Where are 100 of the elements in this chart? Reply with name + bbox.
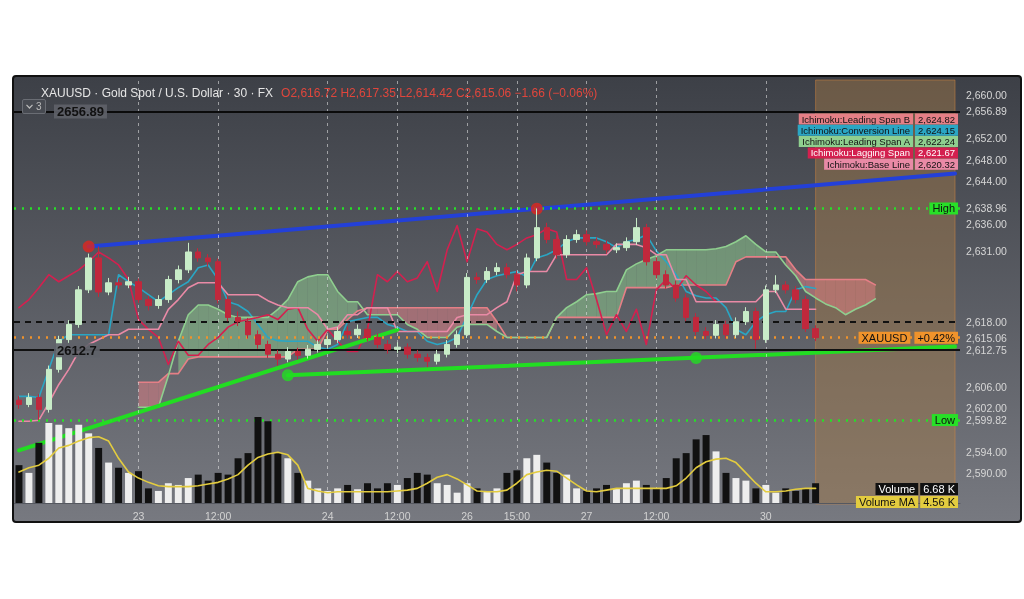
candlestick	[354, 323, 361, 339]
candlestick	[115, 277, 122, 290]
bar	[194, 474, 202, 503]
candlestick	[514, 270, 520, 292]
bar	[712, 451, 720, 503]
bar	[75, 424, 83, 503]
candlestick	[66, 319, 72, 344]
bar	[682, 453, 690, 503]
bar	[603, 484, 610, 503]
candlestick	[524, 253, 530, 289]
bar	[453, 492, 461, 503]
bar	[443, 484, 451, 503]
x-tick-label: 15:00	[503, 509, 531, 522]
bar	[563, 474, 571, 503]
candlestick	[324, 334, 331, 349]
bar	[792, 490, 800, 503]
annotation: 2,621.67	[918, 147, 955, 159]
bar	[25, 472, 33, 503]
candlestick	[235, 310, 241, 327]
point	[690, 351, 703, 364]
bar	[573, 488, 581, 503]
candlestick	[553, 234, 560, 260]
x-tick-label: 26	[461, 509, 474, 522]
candlestick	[504, 262, 510, 279]
candlestick	[643, 223, 650, 266]
candlestick	[285, 346, 291, 363]
bar	[134, 471, 142, 503]
annotation: 6.68 K	[923, 483, 956, 495]
annotation: 2,624.15	[918, 124, 955, 136]
candlestick	[165, 275, 172, 304]
candlestick	[583, 229, 590, 246]
y-tick-label: 2,648.00	[966, 153, 1008, 166]
candlestick	[544, 222, 550, 244]
point	[530, 202, 543, 215]
candlestick	[812, 324, 819, 342]
x-tick-label: 27	[580, 509, 593, 522]
bar	[224, 474, 232, 503]
x-tick-label: 12:00	[384, 509, 411, 522]
candlestick	[753, 307, 759, 350]
candlestick	[344, 326, 351, 340]
bar	[772, 492, 780, 503]
bar	[672, 458, 680, 503]
candlestick	[773, 274, 779, 294]
annotation: 2,620.32	[918, 158, 955, 170]
bar	[622, 483, 630, 503]
ref-line-label: 2656.89	[57, 103, 104, 119]
x-tick-label: 23	[132, 509, 145, 522]
candlestick	[494, 262, 500, 276]
point	[281, 369, 294, 382]
candlestick	[105, 277, 112, 296]
point	[82, 240, 95, 253]
bar	[553, 472, 561, 503]
bar	[662, 478, 670, 503]
candlestick	[474, 272, 480, 285]
candlestick	[125, 276, 132, 289]
y-tick-label: 2,599.82	[966, 414, 1008, 427]
candlestick	[763, 285, 769, 344]
ref-line-label: High	[932, 202, 955, 215]
legend-label: Ichimoku:Conversion Line	[800, 124, 911, 136]
annotation: 4.56 K	[923, 496, 956, 508]
candlestick	[434, 349, 440, 365]
candlestick	[743, 306, 749, 326]
legend-label: Ichimoku:Lagging Span	[810, 147, 911, 159]
candlestick	[673, 280, 679, 303]
y-tick-label: 2,590.00	[966, 467, 1008, 480]
y-tick-label: 2,660.00	[966, 88, 1008, 101]
candlestick	[384, 339, 391, 355]
candlestick	[424, 353, 430, 368]
candlestick	[573, 229, 580, 244]
bar	[802, 488, 810, 503]
bar	[35, 442, 43, 503]
bar	[742, 480, 750, 503]
text: O2,616.72 H2,617.35 L2,614.42 C2,615.06 −1.66 (−0.06%)	[281, 86, 598, 100]
bar	[154, 490, 162, 503]
bar	[254, 417, 262, 503]
candlestick	[26, 392, 32, 408]
candlestick	[265, 340, 271, 359]
bar	[612, 488, 620, 503]
bar	[413, 472, 421, 503]
candlestick	[46, 365, 52, 414]
bar	[383, 483, 391, 503]
bar	[144, 488, 152, 503]
bar	[752, 488, 760, 503]
candlestick	[75, 285, 82, 329]
candlestick	[394, 341, 401, 354]
y-tick-label: 2,638.96	[966, 202, 1008, 215]
legend-label: Ichimoku:Leading Span A	[802, 136, 911, 148]
candlestick	[205, 253, 211, 267]
candlestick	[623, 236, 630, 252]
annotation: +0.42%	[917, 331, 956, 344]
bar	[284, 458, 292, 503]
y-tick-label: 2,612.75	[966, 344, 1008, 357]
bar	[234, 458, 242, 503]
candlestick	[215, 257, 221, 304]
candlestick	[155, 294, 162, 310]
x-tick-label: 24	[321, 509, 334, 522]
bar	[264, 421, 272, 503]
legend-label: Ichimoku:Leading Span B	[801, 113, 911, 125]
bar	[214, 472, 222, 503]
candlestick	[85, 253, 92, 294]
